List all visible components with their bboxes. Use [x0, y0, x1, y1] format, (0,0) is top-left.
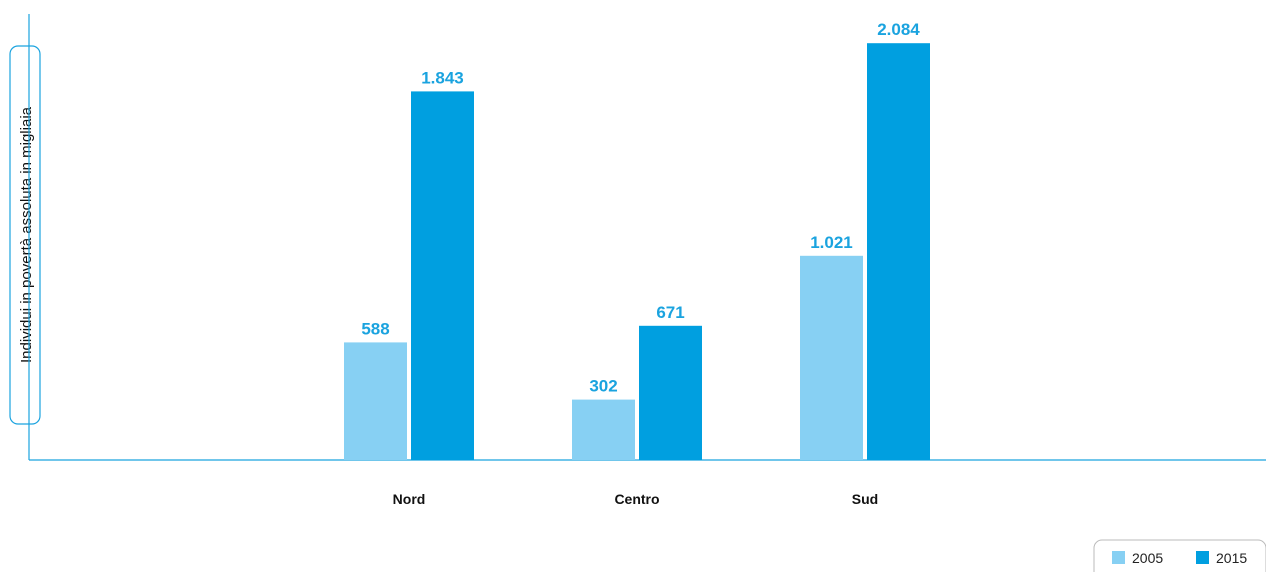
value-label-sud-2015: 2.084 — [877, 20, 920, 39]
category-label-nord: Nord — [393, 491, 426, 507]
y-axis-label-box — [9, 45, 41, 425]
legend-label-2015: 2015 — [1216, 550, 1247, 566]
y-axis-label-group: Individui in povertà assoluta in migliai… — [9, 45, 41, 425]
value-label-centro-2015: 671 — [656, 303, 684, 322]
value-label-centro-2005: 302 — [589, 377, 617, 396]
bar-nord-2005 — [344, 342, 407, 460]
legend-swatch-2015 — [1196, 551, 1209, 564]
category-label-centro: Centro — [614, 491, 659, 507]
bar-sud-2005 — [800, 255, 863, 460]
value-labels-group: 588 1.843 302 671 1.021 2.084 — [361, 20, 920, 395]
value-label-sud-2005: 1.021 — [810, 233, 853, 252]
legend: 2005 2015 — [1093, 539, 1266, 572]
y-axis-label: Individui in povertà assoluta in migliai… — [18, 106, 35, 363]
value-label-nord-2005: 588 — [361, 319, 389, 338]
category-label-sud: Sud — [852, 491, 878, 507]
bar-centro-2005 — [572, 399, 635, 460]
legend-box — [1093, 539, 1266, 572]
legend-label-2005: 2005 — [1132, 550, 1163, 566]
bar-sud-2015 — [867, 43, 930, 460]
bar-nord-2015 — [411, 91, 474, 461]
bars-group — [344, 43, 930, 461]
bar-centro-2015 — [639, 325, 702, 460]
value-label-nord-2015: 1.843 — [421, 68, 464, 87]
category-labels-group: Nord Centro Sud — [393, 491, 879, 507]
legend-swatch-2005 — [1112, 551, 1125, 564]
